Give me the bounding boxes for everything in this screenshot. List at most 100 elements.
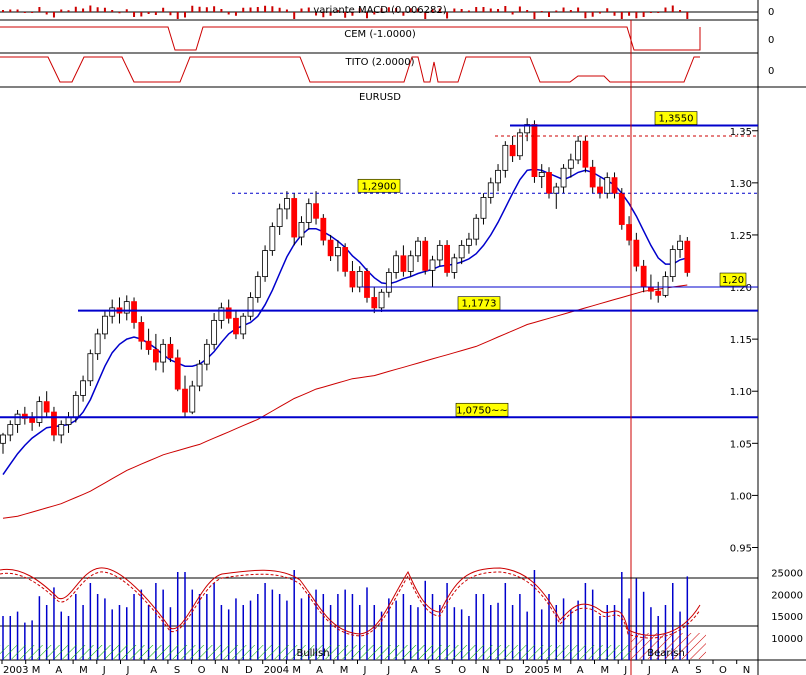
candle-body (349, 271, 356, 288)
macd-bar (387, 7, 390, 12)
macd-bar (540, 11, 543, 12)
macd-bar (67, 10, 70, 12)
macd-bar (329, 12, 332, 16)
level-label-box (457, 296, 501, 310)
macd-bar (584, 12, 587, 19)
time-tick-label: A (411, 665, 418, 675)
time-tick-label: N (482, 665, 489, 675)
candle-body (655, 290, 662, 296)
candle-body (407, 255, 414, 272)
time-tick-label: M (601, 665, 610, 675)
macd-bar (416, 8, 419, 12)
candle-body (378, 291, 385, 309)
macd-bar (613, 12, 616, 16)
time-tick-label: 2005 (524, 665, 549, 675)
macd-bar (380, 8, 383, 12)
macd-bar (548, 12, 550, 17)
candle-body (444, 244, 450, 273)
macd-bar (293, 12, 296, 19)
time-tick-label: J (126, 665, 130, 675)
candle-body (14, 413, 21, 425)
price-tick-label: 1.30 (730, 179, 752, 190)
stochastic-signal-line (0, 571, 701, 639)
candle-body (436, 244, 443, 261)
tito-panel: TITO (2.0000) 0 (0, 56, 774, 83)
candle-body (225, 307, 232, 319)
candle-body (51, 411, 57, 436)
macd-bar (220, 9, 223, 12)
candle-body (131, 301, 137, 323)
candle-body (626, 224, 632, 241)
macd-bar (162, 7, 165, 12)
candle-body (36, 401, 43, 423)
candle-body (29, 417, 36, 423)
candle-body (451, 257, 458, 273)
macd-bar (336, 10, 339, 12)
macd-bar (140, 12, 143, 17)
time-tick-label: M (32, 665, 41, 675)
macd-panel: variante MACD (0.006282) 0 (0, 5, 774, 19)
macd-bar (657, 12, 660, 13)
macd-bar (256, 7, 259, 12)
tito-label: TITO (2.0000) (344, 57, 414, 68)
macd-bar (504, 6, 507, 12)
candle-body (43, 401, 50, 413)
candle-body (618, 192, 625, 225)
price-levels: 1,3550 1,2900 1,20 1,1773 1,0750~~ (0, 111, 758, 419)
candle-body (65, 416, 72, 425)
macd-bar (577, 7, 580, 12)
candle-body (604, 177, 611, 194)
level-label: 1,0750~~ (456, 405, 508, 416)
macd-bar (642, 12, 645, 17)
macd-bar (555, 10, 558, 12)
macd-bar (635, 12, 638, 19)
macd-bar (518, 6, 521, 12)
bullish-zone-label: Bullish (296, 648, 329, 659)
candle-body (182, 388, 188, 413)
macd-bar (344, 12, 347, 18)
macd-bar (60, 9, 63, 12)
macd-bar (285, 9, 288, 12)
macd-bar (213, 6, 216, 12)
macd-bar (497, 9, 500, 12)
macd-bar (2, 10, 4, 12)
candle-body (152, 349, 159, 363)
bearish-zone (631, 633, 706, 659)
level-label-box (455, 402, 509, 417)
macd-bar (9, 9, 12, 12)
bearish-zone-label: Bearish (647, 648, 685, 659)
tito-zero-label: 0 (768, 66, 774, 77)
macd-bar (424, 12, 427, 19)
candle-body (254, 276, 261, 298)
candle-body (487, 182, 494, 198)
candle-body (531, 124, 538, 177)
candle-body (320, 217, 327, 241)
time-tick-label: M (292, 665, 301, 675)
macd-bar (679, 10, 682, 12)
macd-bar (358, 8, 361, 12)
macd-bar (249, 7, 252, 12)
indicator-panels: variante MACD (0.006282) 0 CEM (-1.0000)… (0, 5, 774, 83)
candle-body (495, 169, 501, 184)
macd-histogram (2, 5, 689, 19)
macd-bar (191, 5, 194, 12)
candle-body (466, 238, 472, 246)
bullish-zone (0, 645, 631, 659)
candle-body (524, 124, 531, 134)
macd-label: variante MACD (0.006282) (313, 5, 446, 16)
time-tick-label: J (623, 665, 627, 675)
macd-bar (16, 9, 19, 12)
time-tick-label: S (435, 665, 441, 675)
macd-bar (453, 8, 456, 12)
macd-bar (569, 10, 572, 12)
candle-body (385, 272, 392, 293)
macd-bar (38, 7, 41, 12)
candle-body (509, 144, 516, 157)
price-tick-label: 1.05 (730, 439, 752, 450)
candle-body (640, 265, 647, 288)
time-tick-label: S (174, 665, 180, 675)
macd-bar (395, 8, 398, 12)
time-tick-label: 2003 (3, 665, 28, 675)
time-tick-label: O (198, 665, 206, 675)
candle-body (189, 385, 196, 413)
